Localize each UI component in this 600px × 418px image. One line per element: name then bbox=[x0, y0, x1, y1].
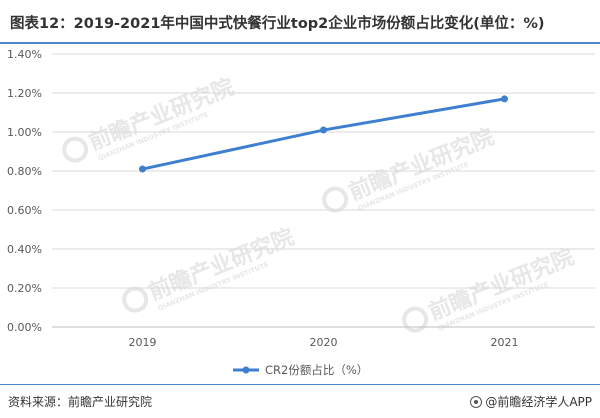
y-tick-label: 0.80% bbox=[7, 165, 42, 178]
x-tick-label: 2019 bbox=[129, 336, 157, 349]
data-point bbox=[501, 95, 508, 103]
data-point bbox=[320, 126, 327, 134]
y-tick-label: 1.40% bbox=[7, 48, 42, 61]
legend-label: CR2份额占比（%） bbox=[265, 363, 368, 377]
qianzhan-logo-icon bbox=[470, 395, 483, 408]
watermark-text: 前瞻产业研究院 bbox=[345, 124, 498, 206]
brand-credit-text: @前瞻经济学人APP bbox=[485, 395, 592, 409]
y-tick-label: 0.40% bbox=[7, 243, 42, 256]
source-note: 资料来源：前瞻产业研究院 bbox=[8, 395, 153, 409]
y-tick-label: 0.00% bbox=[7, 321, 42, 334]
watermark-logo-icon bbox=[62, 136, 89, 163]
x-axis: 2019 2020 2021 bbox=[129, 336, 519, 349]
legend-marker bbox=[242, 366, 250, 374]
watermark-text: 前瞻产业研究院 bbox=[85, 74, 238, 156]
data-point bbox=[139, 165, 146, 173]
watermark-text: 前瞻产业研究院 bbox=[425, 244, 578, 326]
y-axis: 0.00% 0.20% 0.40% 0.60% 0.80% 1.00% 1.20% 1.40% bbox=[7, 48, 42, 334]
y-tick-label: 1.00% bbox=[7, 126, 42, 139]
watermark-logo-icon bbox=[402, 306, 429, 333]
y-tick-label: 0.20% bbox=[7, 282, 42, 295]
watermark-text: 前瞻产业研究院 bbox=[145, 224, 298, 306]
y-tick-label: 1.20% bbox=[7, 87, 42, 100]
legend: CR2份额占比（%） bbox=[233, 363, 368, 377]
footer: 资料来源：前瞻产业研究院 @前瞻经济学人APP bbox=[0, 384, 600, 418]
watermark-logo-icon bbox=[122, 286, 149, 313]
x-tick-label: 2020 bbox=[310, 336, 338, 349]
series-layer bbox=[139, 95, 508, 173]
chart-title: 图表12：2019-2021年中国中式快餐行业top2企业市场份额占比变化(单位… bbox=[10, 16, 545, 32]
x-tick-label: 2021 bbox=[491, 336, 519, 349]
title-bar: 图表12：2019-2021年中国中式快餐行业top2企业市场份额占比变化(单位… bbox=[0, 0, 600, 44]
brand-credit: @前瞻经济学人APP bbox=[470, 393, 592, 410]
y-tick-label: 0.60% bbox=[7, 204, 42, 217]
